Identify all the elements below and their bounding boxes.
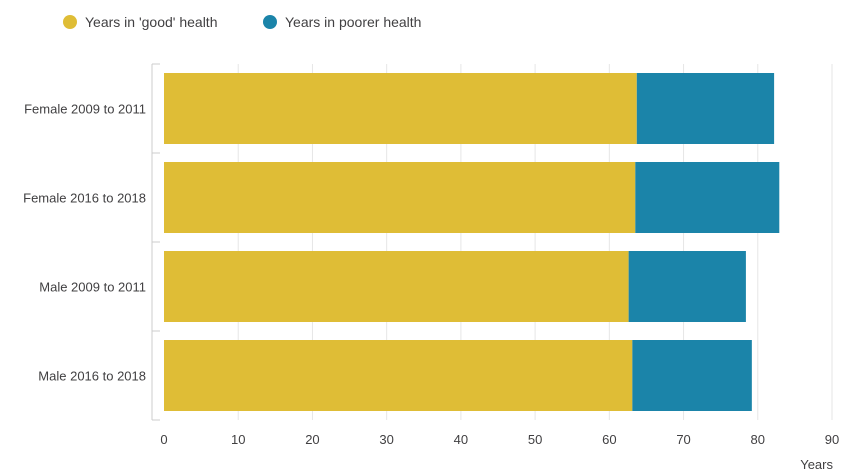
x-tick-label: 40 xyxy=(454,432,468,447)
category-label-2: Female 2016 to 2018 xyxy=(23,191,146,206)
x-tick-label: 80 xyxy=(751,432,765,447)
bar-poorer-health-3 xyxy=(628,251,746,322)
category-axis: Female 2009 to 2011 Female 2016 to 2018 Ma… xyxy=(23,63,160,421)
bar-good-health-2 xyxy=(164,162,636,233)
x-tick-label: 0 xyxy=(160,432,167,447)
legend-swatch-1 xyxy=(63,15,77,29)
x-tick-label: 20 xyxy=(305,432,319,447)
category-label-4: Male 2016 to 2018 xyxy=(38,369,146,384)
value-axis: 0 10 20 30 40 50 60 70 80 90 xyxy=(160,432,839,447)
bar-good-health-4 xyxy=(164,340,633,411)
bar-poorer-health-4 xyxy=(632,340,752,411)
bar-good-health-1 xyxy=(164,73,637,144)
legend-swatch-2 xyxy=(263,15,277,29)
x-tick-label: 50 xyxy=(528,432,542,447)
x-tick-label: 60 xyxy=(602,432,616,447)
category-label-3: Male 2009 to 2011 xyxy=(39,280,146,295)
legend-label-2: Years in poorer health xyxy=(285,14,421,30)
bar-poorer-health-1 xyxy=(636,73,775,144)
legend: Years in 'good' health Years in poorer he… xyxy=(63,14,421,30)
category-label-1: Female 2009 to 2011 xyxy=(24,102,146,117)
legend-label-1: Years in 'good' health xyxy=(85,14,218,30)
x-tick-label: 30 xyxy=(379,432,393,447)
x-tick-label: 10 xyxy=(231,432,245,447)
x-tick-label: 70 xyxy=(676,432,690,447)
x-tick-label: 90 xyxy=(825,432,839,447)
bar-poorer-health-2 xyxy=(635,162,780,233)
bars xyxy=(164,73,780,411)
bar-good-health-3 xyxy=(164,251,629,322)
x-axis-title: Years xyxy=(800,457,833,472)
